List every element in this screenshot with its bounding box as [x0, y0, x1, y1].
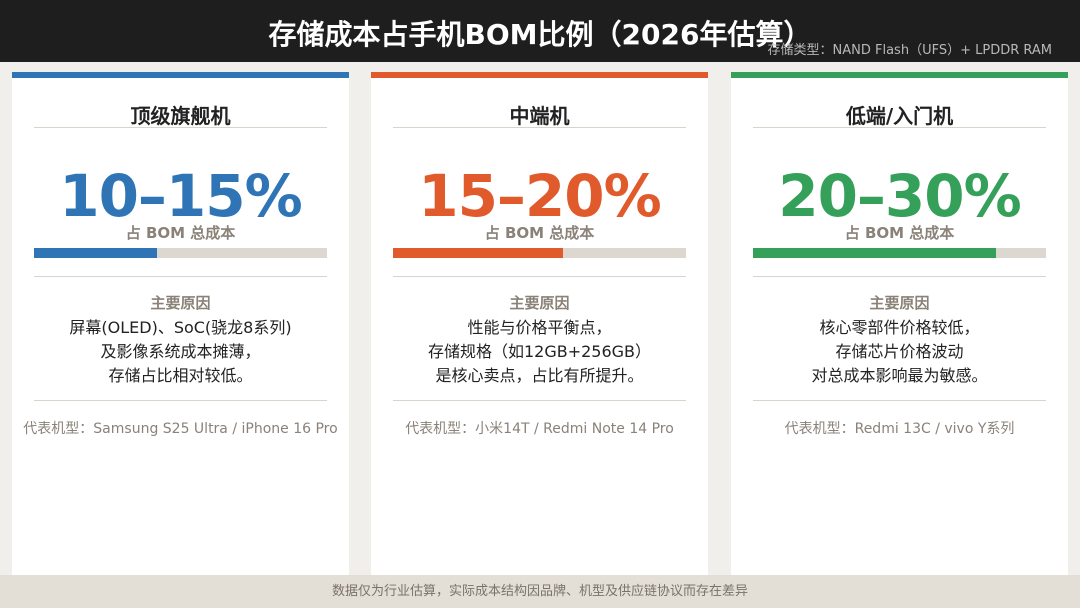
divider — [753, 400, 1046, 401]
divider — [393, 276, 686, 277]
reason-heading: 主要原因 — [869, 294, 930, 312]
caption: 占 BOM 总成本 — [125, 224, 236, 242]
reason-line: 及影像系统成本摊薄， — [100, 342, 261, 361]
reason-line: 性能与价格平衡点， — [467, 318, 612, 337]
reason-heading: 主要原因 — [509, 294, 570, 312]
reason-line: 存储芯片价格波动 — [835, 342, 964, 361]
title: 存储成本占手机BOM比例（2026年估算） — [268, 18, 812, 51]
card: 低端/入门机 20–30% 占 BOM 总成本 主要原因核心零部件价格较低， 存储芯片价… — [731, 72, 1068, 575]
card-title: 顶级旗舰机 — [130, 104, 231, 128]
divider — [753, 276, 1046, 277]
progress-track — [34, 248, 327, 258]
card: 中端机 15–20% 占 BOM 总成本 主要原因性能与价格平衡点， 存储规格（如12G… — [371, 72, 708, 575]
range: 15–20% — [418, 162, 662, 230]
reason-heading: 主要原因 — [150, 294, 211, 312]
divider — [34, 276, 327, 277]
caption: 占 BOM 总成本 — [844, 224, 955, 242]
models: 代表机型：小米14T / Redmi Note 14 Pro — [405, 421, 674, 437]
header: 存储成本占手机BOM比例（2026年估算） 存储类型：NAND Flash（UF… — [0, 0, 1080, 62]
reasons: 核心零部件价格较低， 存储芯片价格波动对总成本影响最为敏感。 — [731, 316, 1068, 388]
reasons: 屏幕(OLED)、SoC(骁龙8系列) 及影像系统成本摊薄， 存储占比相对较低。 — [12, 316, 349, 388]
reason-line: 对总成本影响最为敏感。 — [811, 366, 988, 385]
divider — [393, 400, 686, 401]
footer-note: 数据仅为行业估算，实际成本结构因品牌、机型及供应链协议而存在差异 — [0, 575, 1080, 608]
models: 代表机型：Redmi 13C / vivo Y系列 — [784, 421, 1015, 437]
models: 代表机型：Samsung S25 Ultra / iPhone 16 Pro — [23, 421, 338, 437]
progress-fill — [393, 248, 563, 258]
reason-line: 核心零部件价格较低， — [819, 318, 980, 337]
divider — [34, 127, 327, 128]
divider — [753, 127, 1046, 128]
card-title: 低端/入门机 — [845, 104, 954, 128]
caption: 占 BOM 总成本 — [484, 224, 595, 242]
reason-line: 存储占比相对较低。 — [108, 366, 253, 385]
progress-fill — [34, 248, 158, 258]
divider — [393, 127, 686, 128]
card-title: 中端机 — [509, 104, 570, 128]
range: 10–15% — [59, 162, 303, 230]
card: 顶级旗舰机 10–15% 占 BOM 总成本 主要原因屏幕(OLED)、SoC(骁龙8… — [12, 72, 349, 575]
subtitle: 存储类型：NAND Flash（UFS）+ LPDDR RAM — [767, 43, 1052, 58]
progress-fill — [753, 248, 997, 258]
progress-track — [753, 248, 1046, 258]
range: 20–30% — [778, 162, 1022, 230]
reason-line: 存储规格（如12GB+256GB） — [427, 342, 652, 361]
divider — [34, 400, 327, 401]
reason-line: 是核心卖点，占比有所提升。 — [435, 366, 644, 385]
reasons: 性能与价格平衡点， 存储规格（如12GB+256GB） 是核心卖点，占比有所提升。 — [371, 316, 708, 388]
progress-track — [393, 248, 686, 258]
reason-line: 屏幕(OLED)、SoC(骁龙8系列) — [69, 318, 292, 337]
